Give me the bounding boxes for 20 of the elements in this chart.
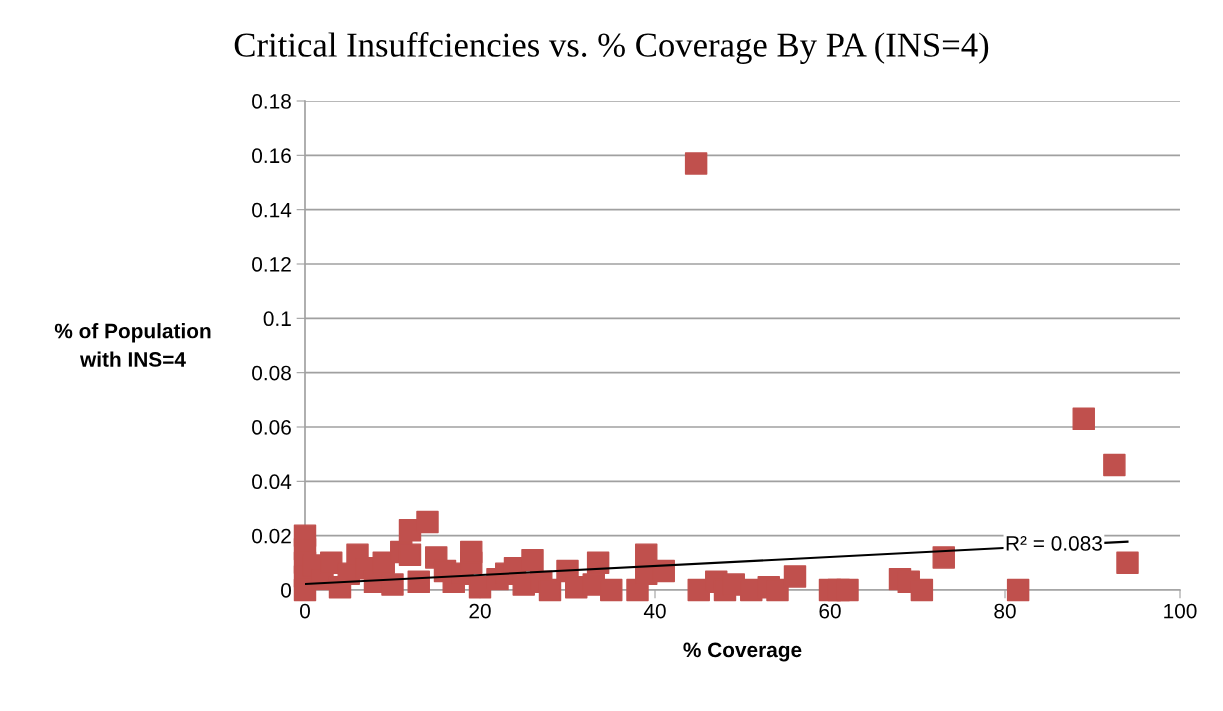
y-axis-title: % of Population with INS=4	[54, 323, 211, 367]
chart-title: Critical Insuffciencies vs. % Coverage By PA (INS=4)	[234, 32, 989, 64]
x-tick-label: 40	[643, 603, 666, 619]
y-tick-label: 0.18	[252, 94, 291, 109]
x-tick-label: 0	[300, 603, 310, 619]
x-axis-title: % Coverage	[683, 642, 802, 662]
y-tick-label: 0.16	[252, 148, 291, 164]
x-tick-label: 80	[994, 603, 1016, 619]
y-tick-label: 0.08	[252, 365, 291, 381]
y-tick-label: 0.1	[263, 311, 291, 327]
y-tick-label: 0.14	[252, 202, 292, 218]
y-tick-label: 0.02	[252, 528, 291, 544]
x-tick-label: 60	[819, 603, 841, 619]
y-tick-label: 0.04	[252, 474, 292, 490]
x-tick-label: 20	[469, 603, 491, 619]
y-tick-label: 0.06	[252, 420, 291, 435]
y-tick-label: 0	[281, 583, 291, 598]
x-tick-label: 100	[1164, 603, 1197, 619]
y-tick-label: 0.12	[252, 257, 291, 272]
annotation: R² = 0.083	[1006, 536, 1102, 551]
